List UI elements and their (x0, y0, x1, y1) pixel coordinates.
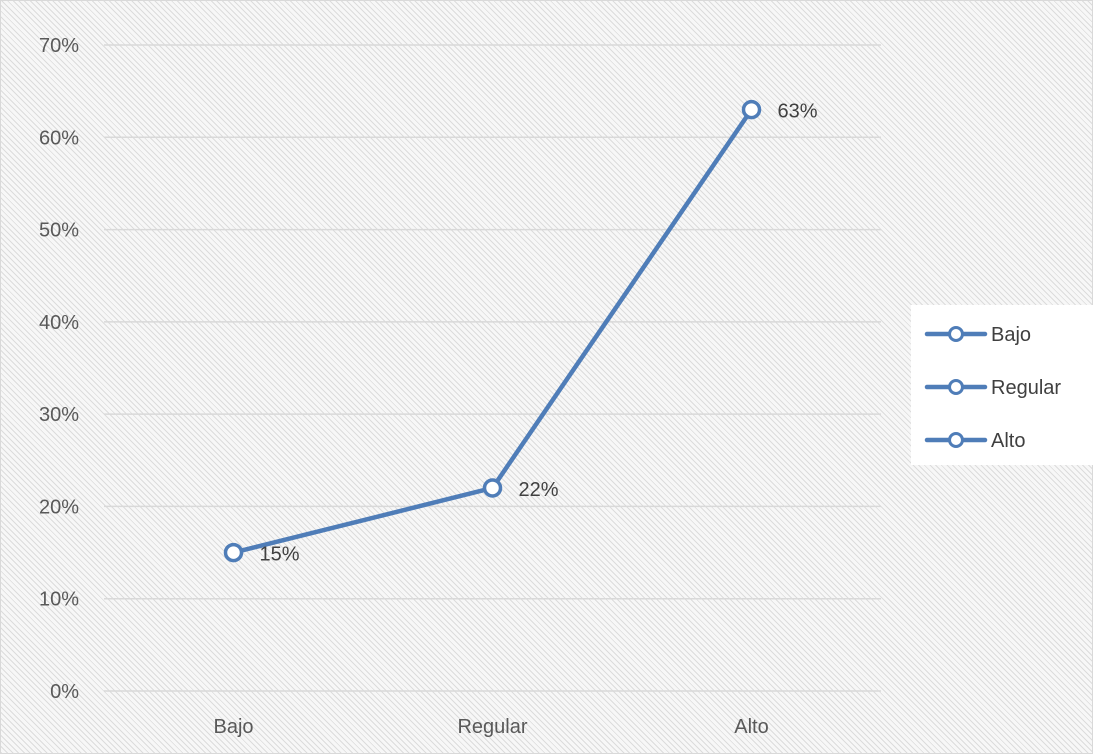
data-label: 15% (260, 544, 300, 566)
y-tick-label: 50% (39, 220, 79, 242)
data-point-marker (482, 478, 503, 498)
series-layer (223, 99, 762, 563)
data-point-marker (741, 99, 762, 120)
legend-marker-swatch (948, 326, 964, 342)
legend-entry-label: Alto (991, 430, 1025, 452)
data-label: 22% (519, 479, 559, 501)
legend-entry-label: Bajo (991, 324, 1031, 346)
legend-marker-swatch (948, 379, 964, 395)
legend-entry-label: Regular (991, 377, 1061, 399)
gridlines (104, 44, 881, 692)
data-point-marker (223, 542, 244, 563)
y-tick-label: 0% (50, 681, 79, 703)
y-axis-tick-labels: 0% 10% 20% 30% 40% 50% 60% 70% (39, 35, 79, 703)
x-axis-category-labels: Bajo Regular Alto (213, 716, 768, 738)
legend: Bajo Regular Alto (911, 305, 1093, 465)
y-tick-label: 60% (39, 127, 79, 149)
data-label: 63% (778, 101, 818, 123)
y-tick-label: 40% (39, 312, 79, 334)
legend-marker-swatch (948, 432, 964, 448)
y-tick-label: 70% (39, 35, 79, 57)
x-category-label: Alto (734, 716, 768, 738)
data-labels: 15% 22% 63% (260, 101, 818, 566)
y-tick-label: 10% (39, 589, 79, 611)
y-tick-label: 20% (39, 496, 79, 518)
x-category-label: Regular (457, 716, 527, 738)
y-tick-label: 30% (39, 404, 79, 426)
x-category-label: Bajo (213, 716, 253, 738)
